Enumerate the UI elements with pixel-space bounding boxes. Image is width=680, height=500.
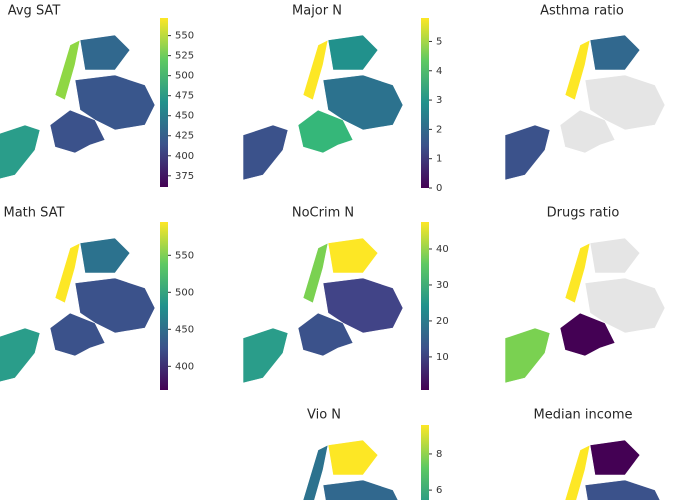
map-title: Vio N bbox=[307, 408, 341, 423]
colorbar-tick-label: 8 bbox=[436, 449, 442, 460]
colorbar-tick-label: 0 bbox=[436, 183, 442, 194]
colorbar-tick-label: 475 bbox=[175, 91, 194, 102]
map bbox=[505, 238, 665, 383]
colorbar-tick-label: 450 bbox=[175, 111, 194, 122]
map-title: Asthma ratio bbox=[540, 4, 624, 19]
colorbar-tick-label: 400 bbox=[175, 151, 194, 162]
colorbar-tick-label: 550 bbox=[175, 31, 194, 42]
map-title: NoCrim N bbox=[292, 206, 354, 221]
map bbox=[243, 440, 403, 500]
map bbox=[243, 238, 403, 383]
colorbar-tick-label: 525 bbox=[175, 51, 194, 62]
colorbar-tick-label: 500 bbox=[175, 287, 194, 298]
map-title: Avg SAT bbox=[8, 4, 61, 19]
colorbar-tick-label: 2 bbox=[436, 124, 442, 135]
map-title: Major N bbox=[292, 4, 342, 19]
colorbar-tick-label: 4 bbox=[436, 66, 442, 77]
colorbar bbox=[160, 222, 168, 390]
colorbar-tick-label: 10 bbox=[436, 352, 449, 363]
map bbox=[505, 440, 665, 500]
colorbar-tick-label: 40 bbox=[436, 244, 449, 255]
map bbox=[243, 35, 403, 180]
map bbox=[505, 35, 665, 180]
map-title: Math SAT bbox=[4, 206, 65, 221]
colorbar bbox=[421, 222, 429, 390]
colorbar-tick-label: 6 bbox=[436, 485, 442, 496]
colorbar-tick-label: 500 bbox=[175, 71, 194, 82]
colorbar-tick-label: 400 bbox=[175, 361, 194, 372]
map-title: Drugs ratio bbox=[547, 206, 620, 221]
colorbar bbox=[421, 425, 429, 500]
colorbar-tick-label: 425 bbox=[175, 131, 194, 142]
colorbar-tick-label: 5 bbox=[436, 36, 442, 47]
colorbar bbox=[160, 18, 168, 187]
map bbox=[0, 35, 155, 180]
colorbar-tick-label: 550 bbox=[175, 250, 194, 261]
colorbar-tick-label: 3 bbox=[436, 95, 442, 106]
colorbar-tick-label: 30 bbox=[436, 280, 449, 291]
map-title: Median income bbox=[533, 408, 632, 423]
colorbar-tick-label: 450 bbox=[175, 324, 194, 335]
colorbar bbox=[421, 18, 429, 188]
colorbar-tick-label: 20 bbox=[436, 316, 449, 327]
maps bbox=[0, 35, 665, 500]
colorbar-tick-label: 1 bbox=[436, 154, 442, 165]
colorbar-tick-label: 375 bbox=[175, 171, 194, 182]
map bbox=[0, 238, 155, 383]
